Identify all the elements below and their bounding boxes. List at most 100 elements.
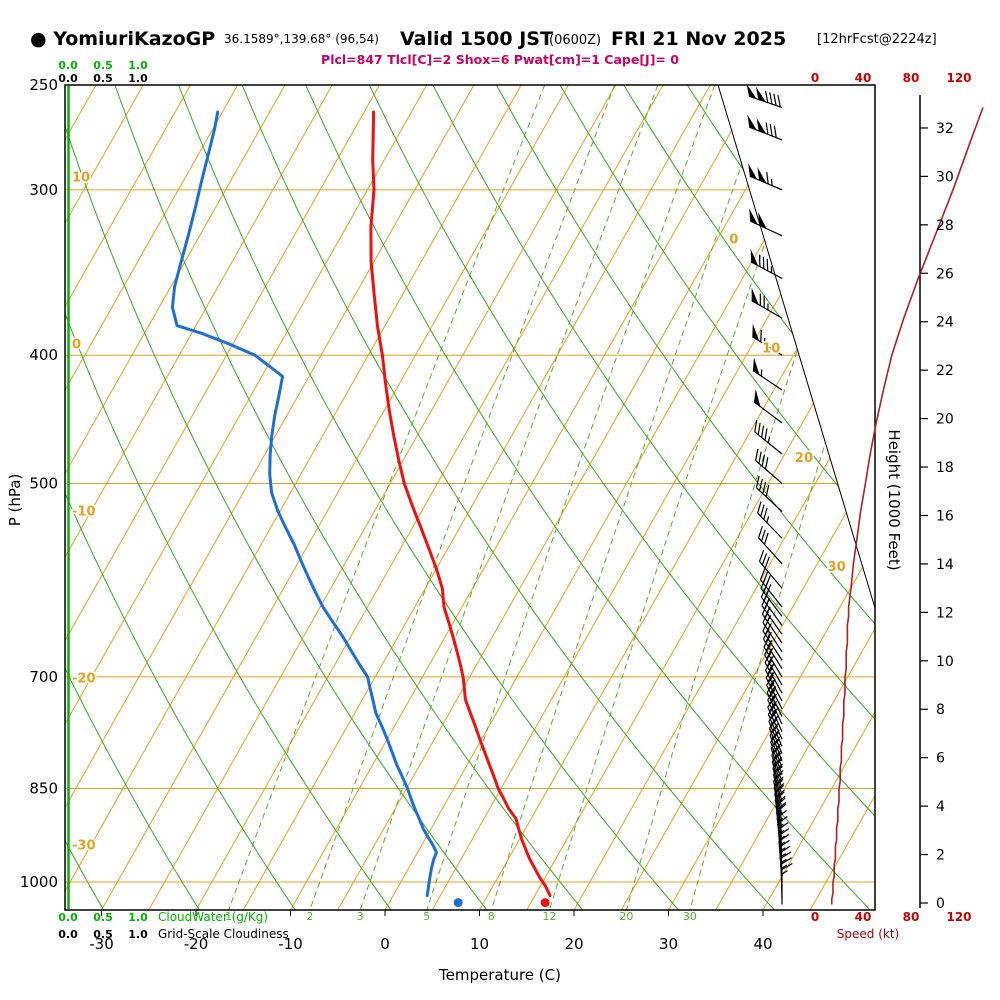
isotherm-line [431,85,875,910]
isotherm-line [65,85,380,910]
mixing-ratio-label: 3 [357,910,364,923]
wind-barb-staff [771,754,783,789]
isotherm-left-label: -30 [72,839,96,854]
wind-barb-full [767,671,776,682]
wind-barb-full [764,556,770,569]
isotherm-line [715,85,875,910]
isotherm-diagonal-label: 10 [762,342,780,357]
cloudwater-scale-tick-bottom: 1.0 [128,911,148,924]
wind-barb-full [761,454,766,467]
wind-barb-flag [750,249,759,266]
wind-barb-half [767,436,771,444]
dry-adiabat-line [432,85,875,910]
valid-time: Valid 1500 JST [400,28,553,50]
wind-barb-flag [755,86,766,103]
isotherm-line [65,85,522,910]
mixing-ratio-line [625,85,875,910]
isotherm-diagonal-label: 20 [795,451,813,466]
dry-adiabat-line [559,85,875,910]
isotherm-diagonal-label: 30 [828,560,846,575]
dewpoint-curve [170,110,438,898]
height-axis-label: Height (1000 Feet) [885,429,903,570]
wind-barb-flag [746,83,757,99]
speed-tick-label-bottom: 80 [903,910,920,924]
wind-barb-staff [762,638,783,669]
temp-tick-label: 30 [659,935,678,953]
wind-barb-staff [759,579,783,608]
wind-barb-full [781,857,792,865]
temp-tick-label: -20 [184,935,209,953]
mixing-ratio-label: 8 [488,910,495,923]
height-tick-label: 22 [936,363,954,379]
wind-barb-full [766,674,774,686]
cloudwater-scale-tick-top: 1.0 [128,59,148,72]
cloudiness-scale-tick-bottom: 0.0 [58,928,78,941]
cloudwater-scale-tick-top: 0.0 [58,59,78,72]
wind-barb-flag [752,323,760,341]
mixing-ratio-line [228,85,546,910]
wind-barb-flag [747,114,757,131]
height-tick-label: 30 [936,169,954,185]
speed-tick-label-bottom: 120 [946,910,971,924]
dry-adiabat-line [496,85,875,910]
wind-barb-staff [767,699,783,732]
wind-barb-full [765,122,769,135]
wind-barb-full [761,425,765,438]
height-tick-label: 14 [936,557,954,573]
skewt-grid [65,85,875,910]
wind-barb-staff [752,369,783,391]
height-tick-label: 0 [936,896,945,912]
wind-barb-staff [755,460,783,484]
wind-barb-flag [758,212,767,229]
wind-barb-flag [749,208,758,225]
wind-barb-full [761,553,767,566]
height-tick-label: 32 [936,121,954,137]
height-tick-label: 8 [936,702,945,718]
wind-barb-full [759,478,763,491]
wind-barb-full [764,651,772,663]
isotherm-line [242,85,711,910]
wind-barb-full [765,484,770,497]
isotherm-line [290,85,758,910]
speed-tick-label-top: 80 [903,71,920,85]
height-tick-label: 20 [936,412,954,428]
wind-barb-staff [753,401,783,424]
mixing-ratio-line [359,85,659,910]
wind-barb-staff [752,336,783,356]
temp-tick-label: 0 [380,935,390,953]
isotherm-line [526,85,875,910]
wind-barb-staff [748,95,783,109]
wind-barb-staff [766,684,783,717]
wind-barb-full [765,667,774,678]
wind-barb-full [757,501,762,514]
wind-barb-full [754,420,758,433]
wind-barb-half [767,648,773,655]
pressure-tick-label: 500 [29,474,58,492]
dry-adiabat-line [305,85,871,910]
wind-barb-full [754,448,759,461]
wind-barb-full [777,95,781,108]
wind-barb-staff [761,605,783,635]
wind-barb-staff [757,512,783,539]
wind-barb-staff [773,787,783,822]
wind-barb-full [764,457,769,470]
isotherm-left-label: -10 [72,505,96,520]
wind-barb-staff [765,669,783,702]
wind-barb-full [759,568,766,580]
mixing-ratio-label: 20 [619,910,633,923]
wind-barb-staff [768,720,783,754]
wind-barb-staff [763,646,783,678]
isotherm-line [620,85,875,910]
wind-barb-staff [764,662,783,694]
dry-adiabat-line [241,85,775,910]
wind-barb-full [769,124,773,137]
mixing-ratio-label: 2 [306,910,313,923]
wind-barb-half [781,864,788,869]
isotherm-line [65,85,428,910]
wind-barb-staff [772,767,783,803]
wind-barb-half [768,656,773,663]
wind-barb-staff [762,630,783,661]
